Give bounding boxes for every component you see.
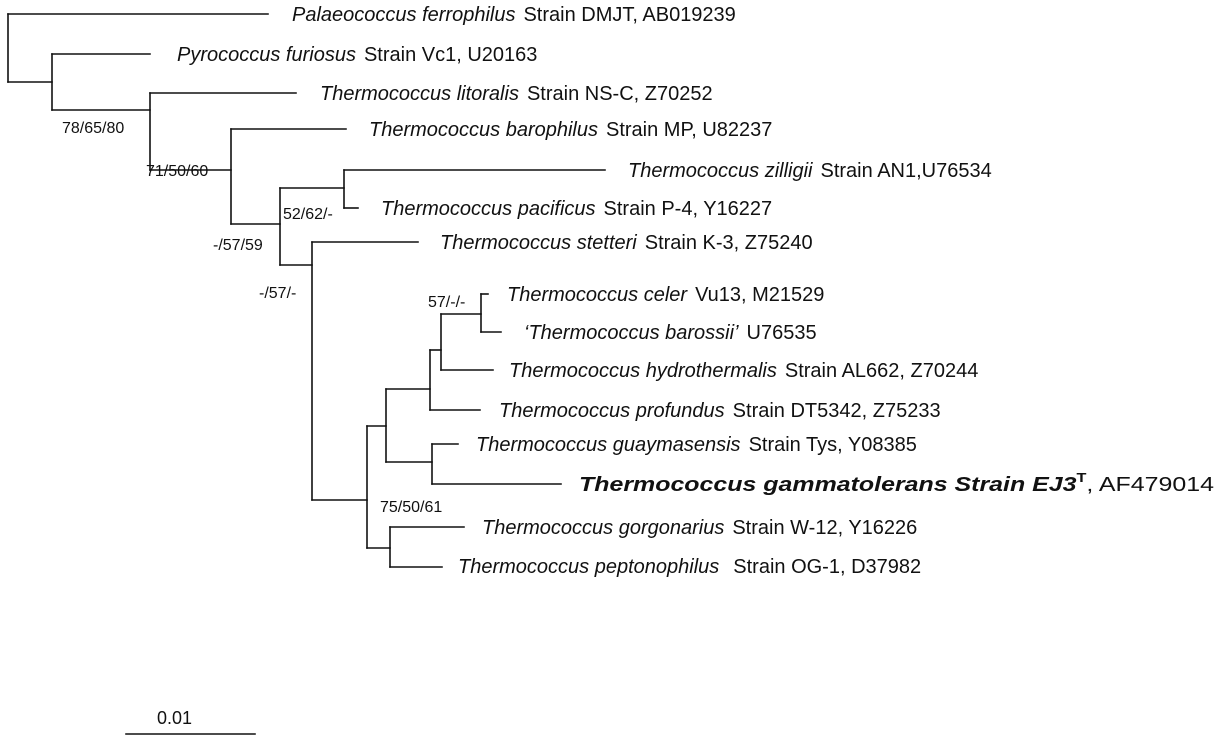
support-value: 52/62/- (283, 206, 333, 223)
taxon-label: Thermococcus guaymasensis Strain Tys, Y08… (476, 434, 917, 456)
support-value: -/57/- (259, 285, 296, 302)
taxon-label: Pyrococcus furiosus Strain Vc1, U20163 (177, 44, 537, 66)
taxon-label: Thermococcus zilligii Strain AN1,U76534 (628, 160, 992, 182)
taxon-label: Thermococcus hydrothermalis Strain AL662,… (509, 360, 978, 382)
support-value: -/57/59 (213, 237, 263, 254)
taxon-label: Thermococcus barophilus Strain MP, U82237 (369, 119, 772, 141)
support-value: 57/-/- (428, 294, 465, 311)
taxon-label: Thermococcus profundus Strain DT5342, Z75… (499, 400, 941, 422)
taxon-label: Thermococcus pacificus Strain P-4, Y16227 (381, 198, 772, 220)
support-value: 75/50/61 (380, 499, 442, 516)
taxon-label: ‘Thermococcus barossii’ U76535 (524, 322, 817, 344)
taxon-label-highlighted: Thermococcus gammatolerans Strain EJ3 T, … (579, 470, 1214, 496)
taxon-label: Thermococcus gorgonarius Strain W-12, Y16… (482, 517, 917, 539)
taxon-labels: Palaeococcus ferrophilus Strain DMJT, AB0… (177, 4, 1214, 578)
scale-bar: 0.01 (126, 708, 255, 734)
support-value: 71/50/60 (146, 163, 208, 180)
scale-bar-label: 0.01 (157, 708, 192, 728)
taxon-label: Palaeococcus ferrophilus Strain DMJT, AB0… (292, 4, 736, 26)
support-values: 78/65/80 71/50/60 52/62/- -/57/59 -/57/-… (62, 120, 465, 516)
support-value: 78/65/80 (62, 120, 124, 137)
taxon-label: Thermococcus stetteri Strain K-3, Z75240 (440, 232, 813, 254)
taxon-label: Thermococcus celer Vu13, M21529 (507, 284, 824, 306)
taxon-label: Thermococcus litoralis Strain NS-C, Z7025… (320, 83, 713, 105)
taxon-label: Thermococcus peptonophilus Strain OG-1, D… (458, 556, 921, 578)
